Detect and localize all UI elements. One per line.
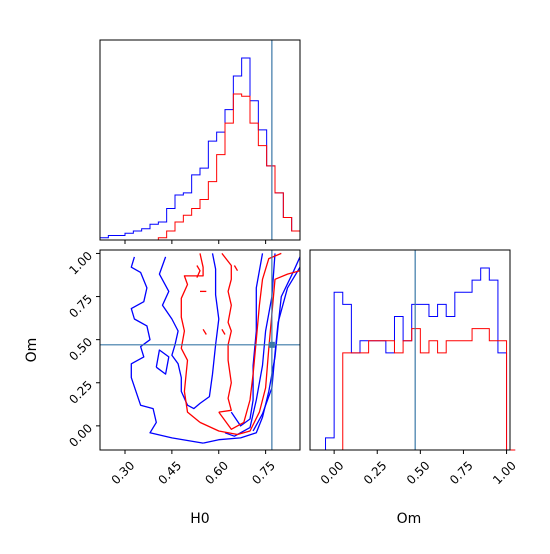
x-tick-label: 0.50 [404, 458, 433, 487]
contour-series-0-3 [230, 253, 264, 427]
contour-series-1-4 [196, 265, 201, 278]
om-marginal-panel: 0.00 0.25 0.50 0.75 1.00 [309, 249, 519, 487]
x-tick-label: 0.60 [202, 458, 231, 487]
x-tick-label: 0.75 [447, 458, 476, 487]
contour-series-0-1 [252, 266, 300, 432]
histogram-step-series-1 [100, 93, 301, 241]
x-tick-label: 0.75 [249, 458, 278, 487]
contour-series-0-6 [155, 349, 170, 375]
contour-group [130, 252, 300, 444]
panel-frame [99, 39, 301, 241]
panel-frame [309, 249, 511, 451]
contour-series-1-5 [233, 265, 239, 272]
histogram-step-series-1 [316, 328, 516, 451]
y-tick-label: 0.25 [66, 378, 95, 407]
y-tick-label: 0.00 [66, 421, 95, 450]
x-axis-label-om: Om [397, 511, 422, 527]
contour-series-1-0 [199, 270, 300, 436]
h0-marginal-panel [99, 39, 301, 244]
histogram-step-series-0 [316, 267, 516, 451]
x-tick-label: 1.00 [490, 458, 519, 487]
contour-series-1-7 [202, 328, 207, 335]
histogram-step-series-0 [99, 57, 301, 240]
y-tick-label: 1.00 [66, 249, 95, 278]
y-tick-label: 0.50 [66, 335, 95, 364]
x-tick-label: 0.25 [361, 458, 390, 487]
contour-series-0-4 [130, 256, 204, 444]
x-tick-label: 0.00 [318, 458, 347, 487]
contour-series-1-3 [218, 253, 232, 413]
contour-series-1-2 [180, 253, 204, 423]
contour-series-0-5 [158, 253, 220, 410]
contour-series-0-0 [202, 256, 300, 444]
y-tick-label: 0.75 [66, 292, 95, 321]
x-tick-label: 0.30 [109, 458, 138, 487]
truth-marker [268, 341, 275, 348]
h0-om-joint-panel: 0.30 0.45 0.60 0.75 0.00 0.25 0.50 0.75 1.00 [66, 249, 301, 487]
contour-series-1-8 [221, 328, 226, 335]
x-tick-label: 0.45 [155, 458, 184, 487]
x-axis-label-h0: H0 [190, 511, 209, 527]
panel-frame [99, 249, 301, 451]
y-axis-label-om: Om [24, 338, 40, 363]
contour-series-1-1 [218, 252, 282, 430]
